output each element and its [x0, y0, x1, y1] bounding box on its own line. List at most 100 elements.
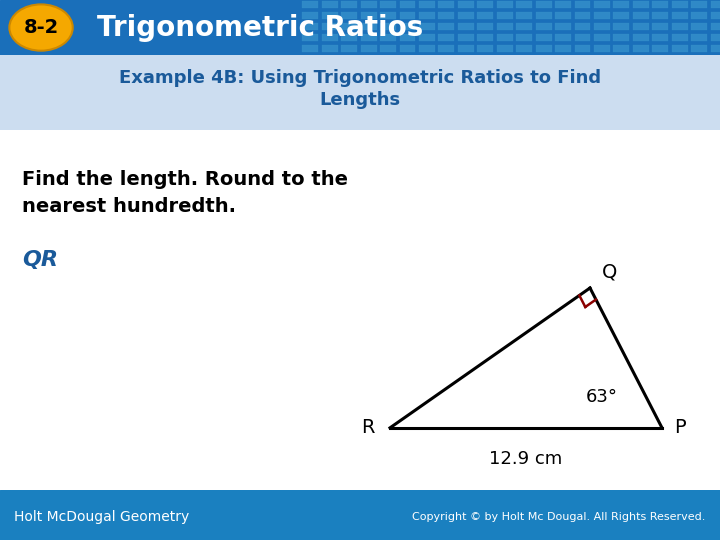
Bar	[361, 1, 377, 8]
Bar	[691, 23, 707, 30]
Bar	[322, 1, 338, 8]
Bar	[555, 23, 571, 30]
Bar	[419, 1, 435, 8]
Bar	[555, 33, 571, 42]
Bar	[419, 33, 435, 42]
Bar	[322, 23, 338, 30]
Text: R: R	[361, 418, 375, 437]
Bar	[652, 45, 668, 52]
Bar	[691, 33, 707, 42]
Bar	[458, 33, 474, 42]
Bar	[575, 33, 590, 42]
Text: Find the length. Round to the
nearest hundredth.: Find the length. Round to the nearest hu…	[22, 170, 348, 215]
Bar	[400, 33, 415, 42]
Bar	[341, 1, 357, 8]
Bar	[536, 1, 552, 8]
Bar	[458, 23, 474, 30]
Text: Holt McDougal Geometry: Holt McDougal Geometry	[14, 510, 189, 524]
Bar	[438, 1, 454, 8]
Bar	[419, 45, 435, 52]
Text: 8-2: 8-2	[24, 18, 58, 37]
Bar	[516, 1, 532, 8]
Text: Copyright © by Holt Mc Dougal. All Rights Reserved.: Copyright © by Holt Mc Dougal. All Right…	[413, 512, 706, 522]
Bar	[633, 11, 649, 19]
Bar	[477, 23, 493, 30]
Bar	[438, 23, 454, 30]
Bar	[594, 11, 610, 19]
Bar	[322, 45, 338, 52]
Bar	[322, 33, 338, 42]
Bar	[302, 23, 318, 30]
Bar	[536, 11, 552, 19]
Bar	[594, 1, 610, 8]
Bar	[361, 23, 377, 30]
Bar	[380, 1, 396, 8]
Bar	[516, 23, 532, 30]
Bar	[672, 11, 688, 19]
Bar	[711, 33, 720, 42]
Bar	[652, 33, 668, 42]
Bar	[458, 1, 474, 8]
Bar	[575, 1, 590, 8]
Bar	[672, 45, 688, 52]
Bar	[711, 1, 720, 8]
Text: Example 4B: Using Trigonometric Ratios to Find
Lengths: Example 4B: Using Trigonometric Ratios t…	[119, 69, 601, 109]
Bar	[400, 11, 415, 19]
Bar	[380, 45, 396, 52]
Bar	[341, 45, 357, 52]
Bar	[438, 45, 454, 52]
Bar	[302, 33, 318, 42]
Bar	[672, 23, 688, 30]
Bar	[711, 23, 720, 30]
Bar	[458, 45, 474, 52]
Bar	[302, 45, 318, 52]
Bar	[652, 23, 668, 30]
Bar	[400, 23, 415, 30]
Bar	[477, 11, 493, 19]
Bar	[691, 11, 707, 19]
Bar	[652, 11, 668, 19]
Bar	[497, 23, 513, 30]
Bar	[497, 33, 513, 42]
Bar	[691, 1, 707, 8]
Bar	[633, 23, 649, 30]
Bar	[575, 11, 590, 19]
Bar	[613, 45, 629, 52]
Bar	[516, 45, 532, 52]
Bar	[672, 1, 688, 8]
Bar	[594, 23, 610, 30]
Text: 63°: 63°	[586, 388, 618, 406]
Bar	[672, 33, 688, 42]
Bar	[711, 11, 720, 19]
Bar	[477, 1, 493, 8]
Bar	[516, 33, 532, 42]
Bar	[594, 45, 610, 52]
Bar	[477, 33, 493, 42]
Bar	[633, 45, 649, 52]
Bar	[497, 11, 513, 19]
Text: P: P	[674, 418, 685, 437]
Bar	[302, 11, 318, 19]
Bar	[497, 1, 513, 8]
Bar	[438, 33, 454, 42]
Bar	[302, 1, 318, 8]
Bar	[341, 11, 357, 19]
Bar	[341, 23, 357, 30]
Bar	[361, 33, 377, 42]
Bar	[555, 45, 571, 52]
Bar	[400, 1, 415, 8]
Bar	[575, 23, 590, 30]
Ellipse shape	[9, 4, 73, 51]
Bar	[477, 45, 493, 52]
Bar	[361, 11, 377, 19]
Bar	[536, 45, 552, 52]
Bar	[419, 23, 435, 30]
Bar	[613, 11, 629, 19]
Bar	[516, 11, 532, 19]
Bar	[361, 45, 377, 52]
Bar	[497, 45, 513, 52]
Bar	[322, 11, 338, 19]
Bar	[691, 45, 707, 52]
Bar	[400, 45, 415, 52]
Bar	[594, 33, 610, 42]
